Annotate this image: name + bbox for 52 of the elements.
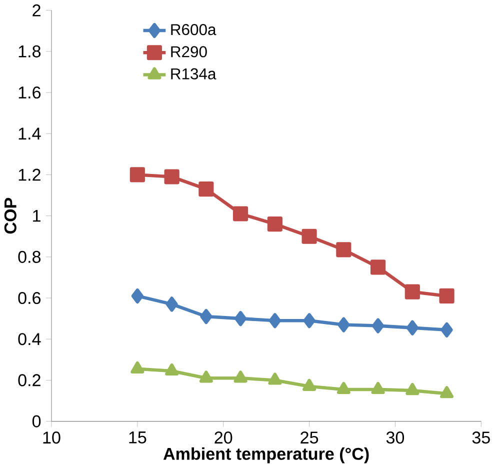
point (164, 169, 180, 184)
point (233, 206, 248, 222)
point (303, 313, 316, 328)
point (439, 288, 454, 304)
point (268, 372, 282, 385)
legend-label: R290 (171, 46, 207, 58)
x-tick-label: 10 (43, 432, 60, 444)
point (302, 229, 317, 244)
point (234, 370, 248, 383)
x-tick-label: 15 (129, 432, 146, 444)
point (371, 382, 385, 394)
y-tick-label: 0 (32, 415, 41, 428)
point (440, 386, 454, 398)
y-tick-label: 0.8 (18, 251, 41, 264)
point (372, 318, 384, 334)
y-tick-label: 0.2 (18, 374, 40, 386)
point (200, 309, 212, 324)
point (267, 216, 282, 232)
y-tick-label: 2 (32, 4, 40, 16)
point (131, 288, 144, 304)
legend-label: R134a (171, 68, 216, 80)
point (336, 242, 352, 258)
y-tick-label: 1 (33, 210, 40, 222)
x-tick-label: 35 (472, 432, 490, 444)
point (404, 284, 420, 300)
y-tick-label: 0.6 (18, 292, 41, 304)
point (370, 260, 386, 275)
point (166, 296, 178, 312)
point (268, 313, 281, 328)
x-tick-label: 25 (300, 432, 318, 444)
y-tick-label: 0.4 (18, 333, 41, 346)
point (302, 379, 316, 392)
point (198, 182, 214, 197)
point (199, 370, 213, 383)
y-axis-title: COP (4, 198, 16, 234)
y-tick-label: 1.4 (18, 128, 41, 140)
point (130, 362, 144, 374)
y-tick-label: 1.6 (18, 86, 41, 99)
x-axis-title: Ambient temperature (°C) (163, 448, 369, 464)
point (406, 320, 418, 336)
point (440, 322, 453, 338)
point (234, 311, 247, 326)
legend-label: R600a (171, 24, 216, 36)
x-tick-label: 30 (386, 432, 404, 444)
point (165, 364, 179, 376)
point (338, 317, 350, 332)
x-tick-label: 20 (214, 432, 232, 444)
point (406, 383, 420, 396)
point (336, 382, 350, 394)
point (130, 167, 145, 182)
y-tick-label: 1.8 (18, 46, 41, 58)
y-tick-label: 1.2 (18, 168, 40, 181)
